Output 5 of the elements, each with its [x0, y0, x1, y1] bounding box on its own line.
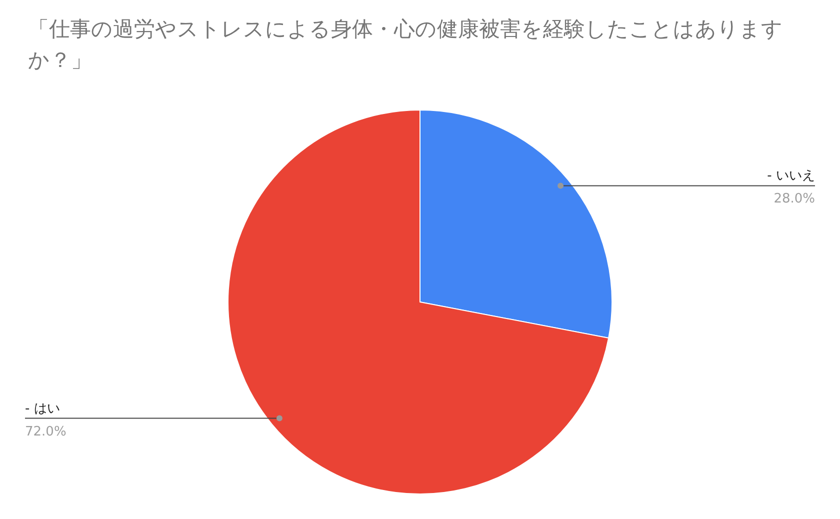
data-label: 72.0%	[25, 424, 66, 440]
slice-label: - いいえ	[767, 168, 815, 184]
data-label: 28.0%	[774, 192, 815, 207]
title: 「仕事の過労やストレスによる身体・心の健康被害を経験したことはありますか？」	[28, 16, 784, 74]
slice-label: - はい	[25, 401, 60, 416]
